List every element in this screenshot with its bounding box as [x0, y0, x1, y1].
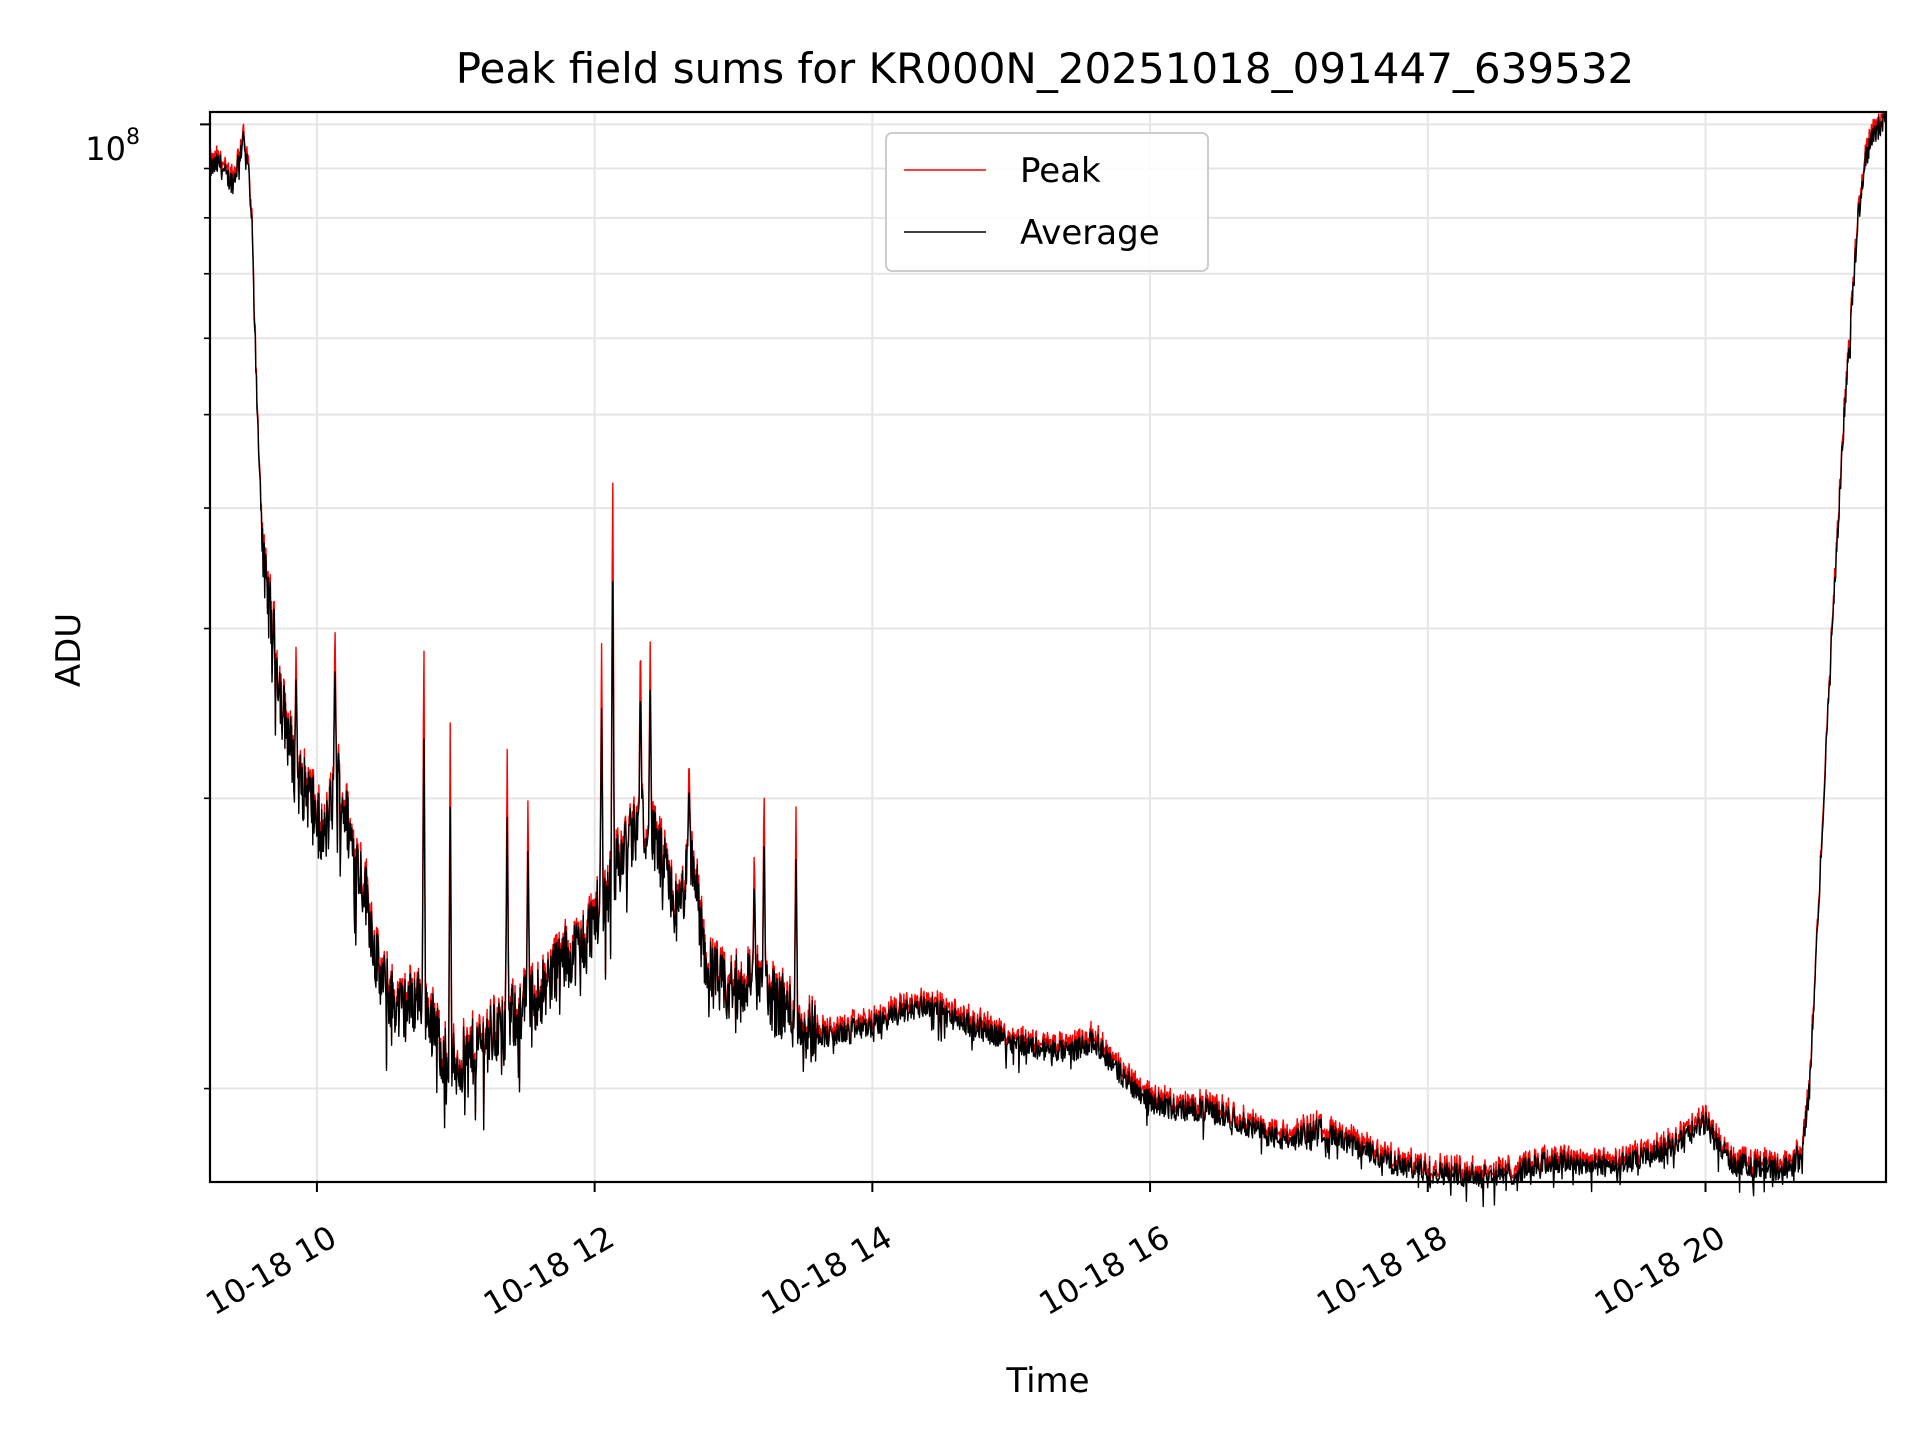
legend: Peak Average	[885, 132, 1209, 272]
y-major-tick-label: 108	[85, 125, 140, 168]
series-layer	[209, 113, 1887, 1208]
series-line-average	[209, 113, 1887, 1208]
y-axis-label: ADU	[49, 613, 89, 687]
legend-box	[885, 132, 1209, 272]
legend-label-peak: Peak	[1020, 151, 1101, 191]
x-axis-label: Time	[1005, 1361, 1089, 1401]
legend-label-average: Average	[1020, 213, 1160, 253]
plot-frame	[208, 110, 1888, 1184]
chart-title: Peak field sums for KR000N_20251018_0914…	[456, 44, 1635, 93]
